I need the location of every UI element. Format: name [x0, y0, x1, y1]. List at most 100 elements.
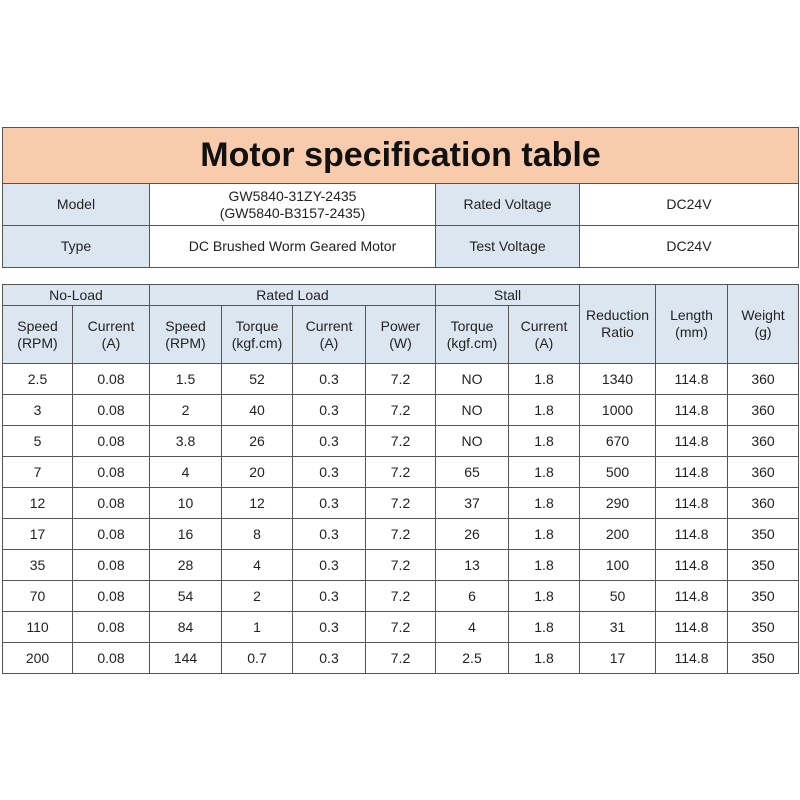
cell: 1.8 [508, 363, 580, 395]
column-name: Length [670, 307, 713, 323]
data-row: 17 0.08 16 8 0.3 7.2 26 1.8 200 114.8 350 [2, 518, 799, 550]
cell: 114.8 [655, 580, 728, 612]
column-header: Current (A) [72, 305, 150, 364]
column-header: Current (A) [508, 305, 580, 364]
cell: 0.08 [72, 580, 150, 612]
column-header: Power (W) [365, 305, 436, 364]
cell: 3.8 [149, 425, 222, 457]
column-header: Torque (kgf.cm) [221, 305, 293, 364]
column-name: Speed [165, 317, 206, 334]
cell: 26 [435, 518, 509, 550]
info-line: (GW5840-B3157-2435) [219, 204, 366, 221]
spec-table-wrap: Motor specification table Model GW5840-3… [2, 127, 799, 674]
info-label: Type [2, 225, 150, 268]
cell: 144 [149, 642, 222, 674]
cell: 350 [727, 642, 799, 674]
cell: 100 [579, 549, 656, 581]
cell: 114.8 [655, 456, 728, 488]
cell: 37 [435, 487, 509, 519]
cell: 350 [727, 580, 799, 612]
cell: 3 [2, 394, 73, 426]
column-header: Length (mm) [655, 284, 728, 364]
column-header: Speed (RPM) [2, 305, 73, 364]
column-header: Torque (kgf.cm) [435, 305, 509, 364]
column-header: Weight (g) [727, 284, 799, 364]
cell: 0.08 [72, 487, 150, 519]
cell: 50 [579, 580, 656, 612]
spec-table: Motor specification table Model GW5840-3… [2, 127, 799, 674]
cell: 200 [2, 642, 73, 674]
cell: 290 [579, 487, 656, 519]
cell: 200 [579, 518, 656, 550]
cell: 360 [727, 487, 799, 519]
cell: 40 [221, 394, 293, 426]
column-unit: (A) [534, 334, 554, 351]
column-unit: (A) [319, 334, 339, 351]
cell: 360 [727, 456, 799, 488]
cell: 500 [579, 456, 656, 488]
column-unit: (RPM) [17, 334, 58, 351]
cell: 7.2 [365, 549, 436, 581]
cell: 0.08 [72, 549, 150, 581]
cell: 0.3 [292, 425, 366, 457]
column-unit: (mm) [675, 324, 708, 340]
cell: 7.2 [365, 456, 436, 488]
cell: 2 [221, 580, 293, 612]
column-unit: (A) [101, 334, 121, 351]
cell: 2 [149, 394, 222, 426]
cell: 17 [2, 518, 73, 550]
cell: 1.8 [508, 394, 580, 426]
cell: 114.8 [655, 642, 728, 674]
spacer [2, 267, 799, 285]
cell: 114.8 [655, 518, 728, 550]
column-name: Current [305, 317, 353, 334]
column-name: Power [380, 317, 421, 334]
cell: 0.3 [292, 456, 366, 488]
cell: 0.3 [292, 549, 366, 581]
cell: 114.8 [655, 363, 728, 395]
cell: 1340 [579, 363, 656, 395]
cell: 7.2 [365, 518, 436, 550]
cell: 0.08 [72, 456, 150, 488]
info-value: DC24V [579, 183, 799, 226]
column-unit: (RPM) [165, 334, 206, 351]
cell: 1.5 [149, 363, 222, 395]
group-header: No-Load [2, 284, 150, 306]
cell: 350 [727, 549, 799, 581]
column-name: Reduction Ratio [585, 307, 650, 340]
cell: 7.2 [365, 580, 436, 612]
cell: 31 [579, 611, 656, 643]
cell: 1.8 [508, 580, 580, 612]
data-row: 7 0.08 4 20 0.3 7.2 65 1.8 500 114.8 360 [2, 456, 799, 488]
data-row: 3 0.08 2 40 0.3 7.2 NO 1.8 1000 114.8 360 [2, 394, 799, 426]
info-label: Test Voltage [435, 225, 580, 268]
cell: 0.3 [292, 611, 366, 643]
cell: 0.3 [292, 642, 366, 674]
cell: 7.2 [365, 642, 436, 674]
cell: 2.5 [2, 363, 73, 395]
cell: NO [435, 363, 509, 395]
cell: 28 [149, 549, 222, 581]
cell: 13 [435, 549, 509, 581]
cell: 7 [2, 456, 73, 488]
cell: 12 [221, 487, 293, 519]
cell: 0.08 [72, 642, 150, 674]
cell: 12 [2, 487, 73, 519]
cell: 7.2 [365, 363, 436, 395]
info-value: DC24V [579, 225, 799, 268]
cell: 350 [727, 611, 799, 643]
info-label: Model [2, 183, 150, 226]
cell: NO [435, 394, 509, 426]
cell: 360 [727, 425, 799, 457]
cell: 1.8 [508, 518, 580, 550]
data-row: 35 0.08 28 4 0.3 7.2 13 1.8 100 114.8 350 [2, 549, 799, 581]
cell: 0.3 [292, 518, 366, 550]
cell: 4 [435, 611, 509, 643]
group-header: Stall [435, 284, 580, 306]
cell: 7.2 [365, 487, 436, 519]
column-header: Speed (RPM) [149, 305, 222, 364]
cell: 114.8 [655, 425, 728, 457]
data-row: 2.5 0.08 1.5 52 0.3 7.2 NO 1.8 1340 114.8 360 [2, 363, 799, 395]
column-name: Weight [741, 307, 785, 323]
